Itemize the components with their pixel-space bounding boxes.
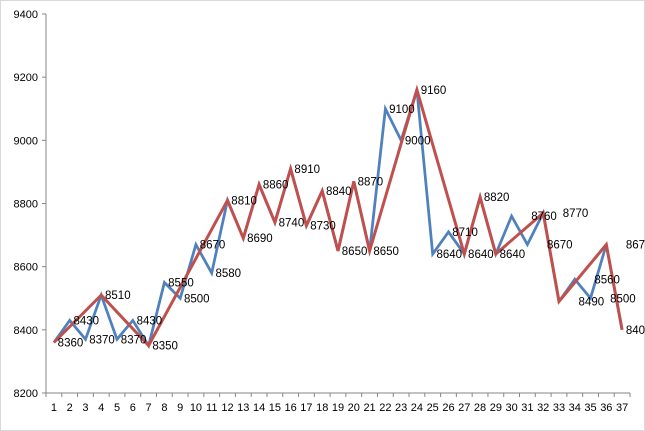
x-tick-label: 16 xyxy=(285,402,297,414)
data-label: 8640 xyxy=(436,249,462,261)
x-tick-label: 1 xyxy=(51,402,57,414)
x-tick-label: 36 xyxy=(600,402,612,414)
data-label: 8840 xyxy=(326,186,352,198)
x-tick-label: 37 xyxy=(616,402,628,414)
x-tick-label: 29 xyxy=(490,402,502,414)
data-label: 8580 xyxy=(216,268,242,280)
x-tick-label: 12 xyxy=(221,402,233,414)
x-tick-label: 28 xyxy=(474,402,486,414)
x-tick-label: 31 xyxy=(521,402,533,414)
y-tick-label: 8400 xyxy=(14,325,38,337)
data-label: 8860 xyxy=(263,180,289,192)
x-tick-label: 27 xyxy=(458,402,470,414)
data-label: 8740 xyxy=(279,217,305,229)
data-label: 8510 xyxy=(105,290,131,302)
data-label: 8760 xyxy=(531,211,557,223)
data-label: 8640 xyxy=(468,249,494,261)
data-label: 8550 xyxy=(168,277,194,289)
data-label: 8870 xyxy=(358,176,384,188)
data-label: 9160 xyxy=(421,85,447,97)
x-tick-label: 9 xyxy=(177,402,183,414)
data-labels-layer: 8360 8430 8370 8510 8370 8430 8350 8550 8500 8670… xyxy=(58,85,645,353)
data-label: 8710 xyxy=(452,227,478,239)
x-tick-label: 19 xyxy=(332,402,344,414)
data-label: 8640 xyxy=(500,249,526,261)
data-label: 8370 xyxy=(89,334,115,346)
x-tick-label: 24 xyxy=(411,402,423,414)
x-tick-label: 17 xyxy=(300,402,312,414)
x-tick-label: 15 xyxy=(269,402,281,414)
x-tick-label: 30 xyxy=(505,402,517,414)
x-tick-label: 3 xyxy=(82,402,88,414)
y-tick-label: 8200 xyxy=(14,388,38,400)
x-tick-label: 22 xyxy=(379,402,391,414)
x-tick-label: 26 xyxy=(442,402,454,414)
x-tick-label: 11 xyxy=(206,402,217,414)
data-label: 8350 xyxy=(152,341,178,353)
y-tick-label: 9000 xyxy=(14,135,38,147)
data-label: 8650 xyxy=(373,246,399,258)
series-line-2 xyxy=(52,84,624,349)
data-label: 8670 xyxy=(626,240,645,252)
data-label: 8490 xyxy=(579,296,605,308)
x-tick-label: 18 xyxy=(316,402,328,414)
y-tick-label: 9400 xyxy=(14,9,38,21)
x-tick-label: 5 xyxy=(114,402,120,414)
data-label: 8370 xyxy=(121,334,147,346)
data-label: 9000 xyxy=(405,135,431,147)
x-tick-label: 35 xyxy=(584,402,596,414)
y-tick-label: 9200 xyxy=(14,72,38,84)
x-tick-label: 4 xyxy=(98,402,104,414)
x-tick-label: 13 xyxy=(237,402,249,414)
data-label: 8730 xyxy=(310,221,336,233)
x-tick-label: 23 xyxy=(395,402,407,414)
x-tick-label: 25 xyxy=(427,402,439,414)
data-label: 8770 xyxy=(563,208,589,220)
x-tick-label: 34 xyxy=(569,402,581,414)
x-tick-label: 33 xyxy=(553,402,565,414)
y-tick-label: 8800 xyxy=(14,199,38,211)
x-tick-label: 10 xyxy=(190,402,202,414)
data-label: 8670 xyxy=(200,240,226,252)
x-tick-label: 7 xyxy=(146,402,152,414)
data-label: 8400 xyxy=(626,325,645,337)
data-label: 8670 xyxy=(547,240,573,252)
data-label: 8430 xyxy=(137,315,163,327)
x-tick-label: 20 xyxy=(348,402,360,414)
data-label: 8360 xyxy=(58,337,84,349)
series-layer xyxy=(52,84,624,350)
x-tick-label: 2 xyxy=(67,402,73,414)
data-label: 8560 xyxy=(594,274,620,286)
data-label: 9100 xyxy=(389,104,415,116)
x-tick-label: 21 xyxy=(363,402,375,414)
data-label: 8810 xyxy=(231,195,257,207)
data-label: 8690 xyxy=(247,233,273,245)
y-tick-label: 8600 xyxy=(14,262,38,274)
data-label: 8500 xyxy=(184,293,210,305)
x-tick-label: 8 xyxy=(161,402,167,414)
data-label: 8430 xyxy=(73,315,99,327)
data-label: 8910 xyxy=(294,164,320,176)
x-tick-label: 32 xyxy=(537,402,549,414)
data-label: 8500 xyxy=(610,293,636,305)
data-label: 8650 xyxy=(342,246,368,258)
data-label: 8820 xyxy=(484,192,510,204)
x-tick-label: 14 xyxy=(253,402,265,414)
x-tick-label: 6 xyxy=(130,402,136,414)
